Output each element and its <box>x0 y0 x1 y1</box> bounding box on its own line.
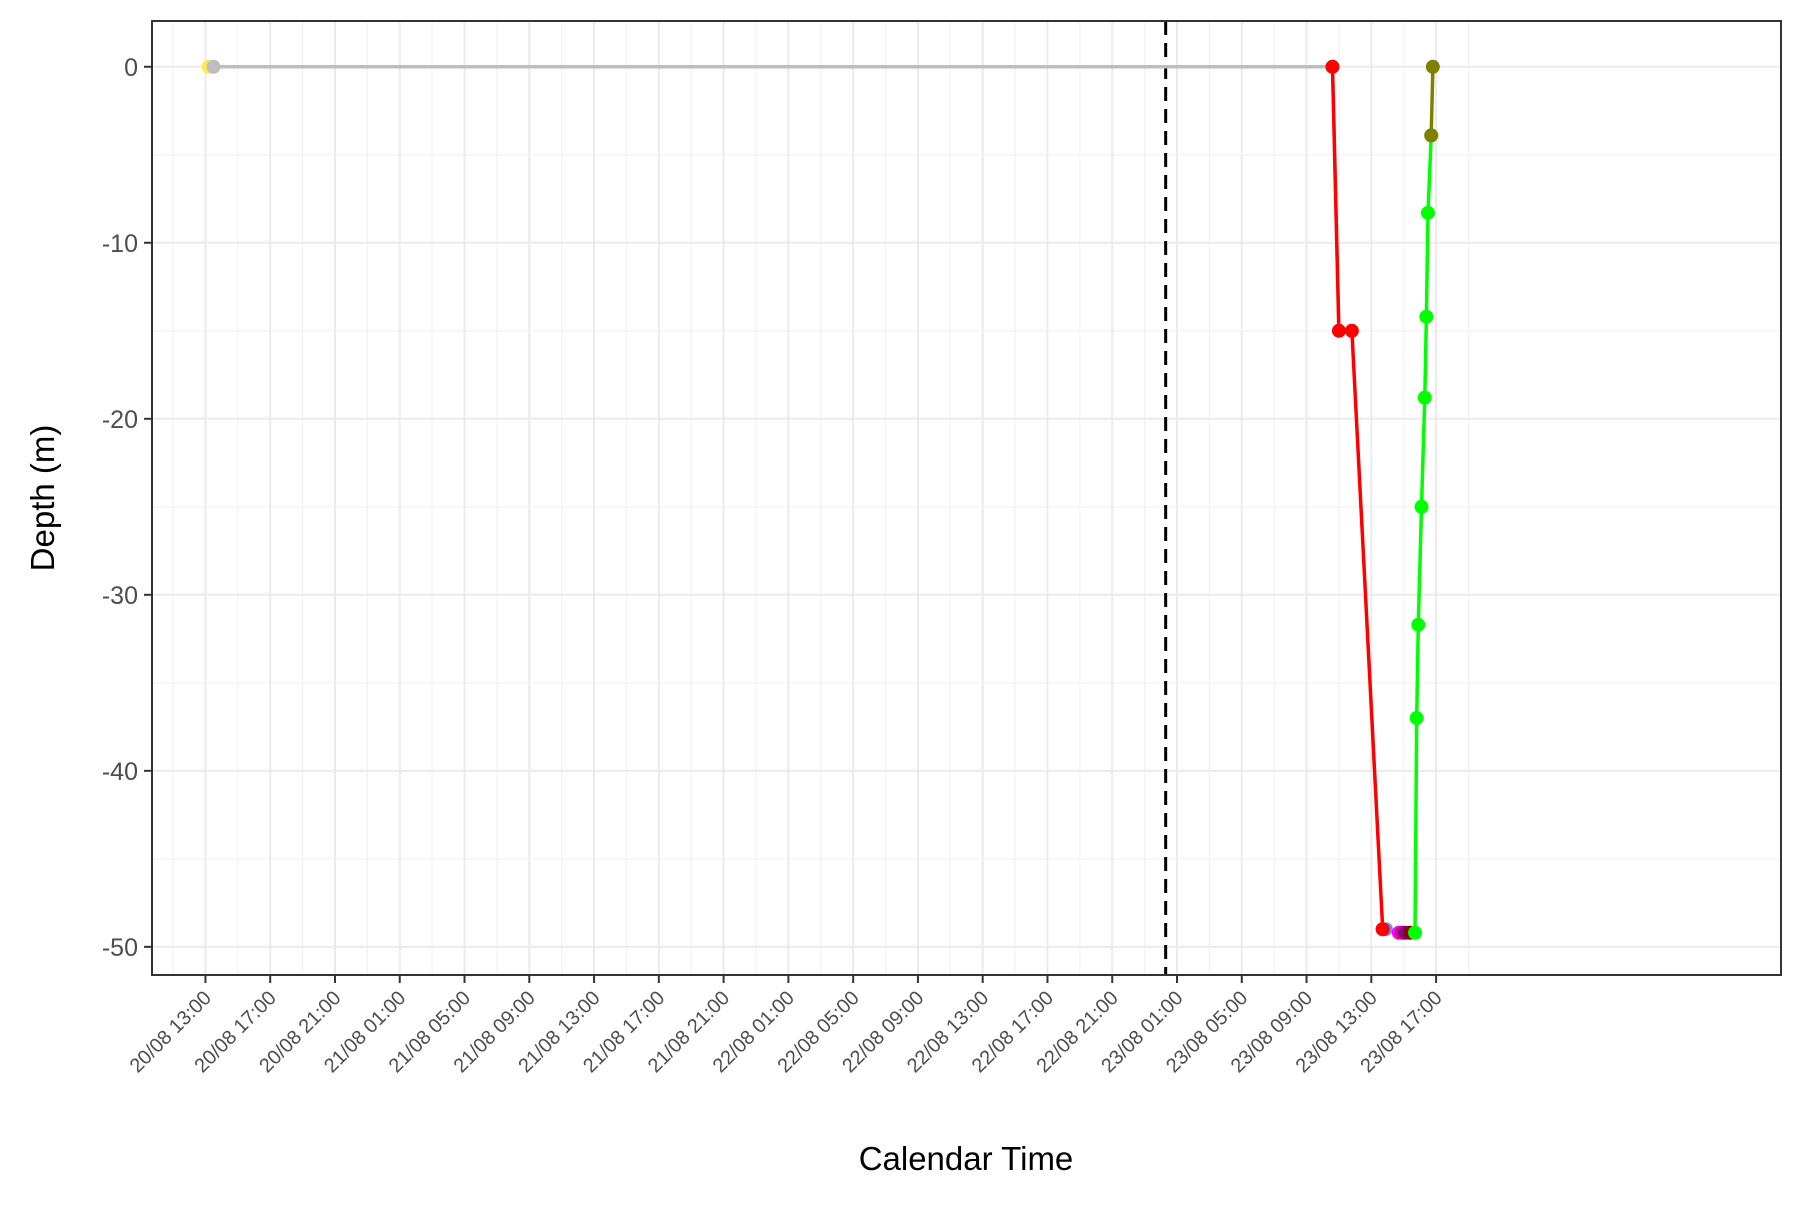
data-point <box>1331 323 1346 338</box>
y-tick-label: -10 <box>102 230 138 258</box>
panel-border <box>151 20 1782 976</box>
data-point <box>1325 59 1340 74</box>
y-tick-label: 0 <box>124 54 138 82</box>
data-point <box>1408 925 1423 940</box>
y-tick-label: -40 <box>102 758 138 786</box>
y-axis-title: Depth (m) <box>24 425 61 572</box>
data-point <box>1425 59 1440 74</box>
y-axis-ticks: 0 -10 -20 -30 -40 -50 <box>102 54 152 962</box>
y-tick-label: -20 <box>102 406 138 434</box>
data-point <box>1414 499 1429 514</box>
y-tick-label: -50 <box>102 934 138 962</box>
data-point <box>1375 922 1390 937</box>
series-line <box>1429 66 1435 136</box>
data-point <box>1424 128 1439 143</box>
y-tick-label: -30 <box>102 582 138 610</box>
x-axis-title: Calendar Time <box>859 1140 1074 1177</box>
series-line <box>1413 135 1433 933</box>
minor-grid <box>152 21 1781 975</box>
data-point <box>1344 323 1359 338</box>
data-point <box>1417 390 1432 405</box>
data-point <box>1420 205 1435 220</box>
points-layer <box>201 59 1440 940</box>
data-point <box>1419 309 1434 324</box>
data-point <box>1411 617 1426 632</box>
data-point <box>1409 711 1424 726</box>
data-point <box>206 59 221 74</box>
